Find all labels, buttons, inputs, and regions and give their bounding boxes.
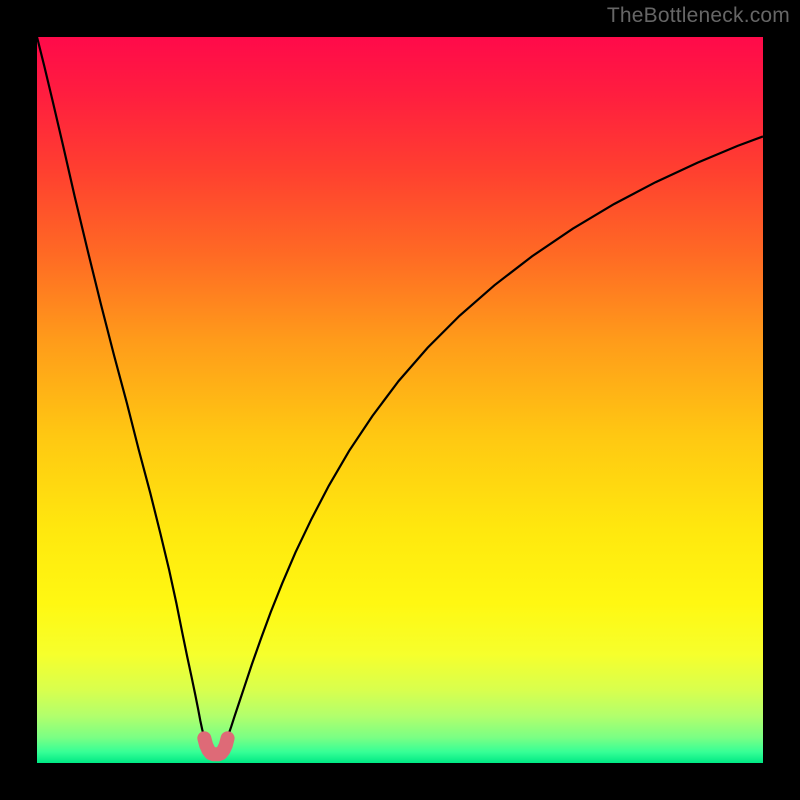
curve-right-branch [227, 136, 763, 739]
highlight-u-marker [204, 738, 227, 754]
chart-container: { "watermark": { "text": "TheBottleneck.… [0, 0, 800, 800]
curve-layer [37, 37, 763, 763]
curve-left-branch [37, 37, 205, 739]
watermark-text: TheBottleneck.com [607, 4, 790, 28]
